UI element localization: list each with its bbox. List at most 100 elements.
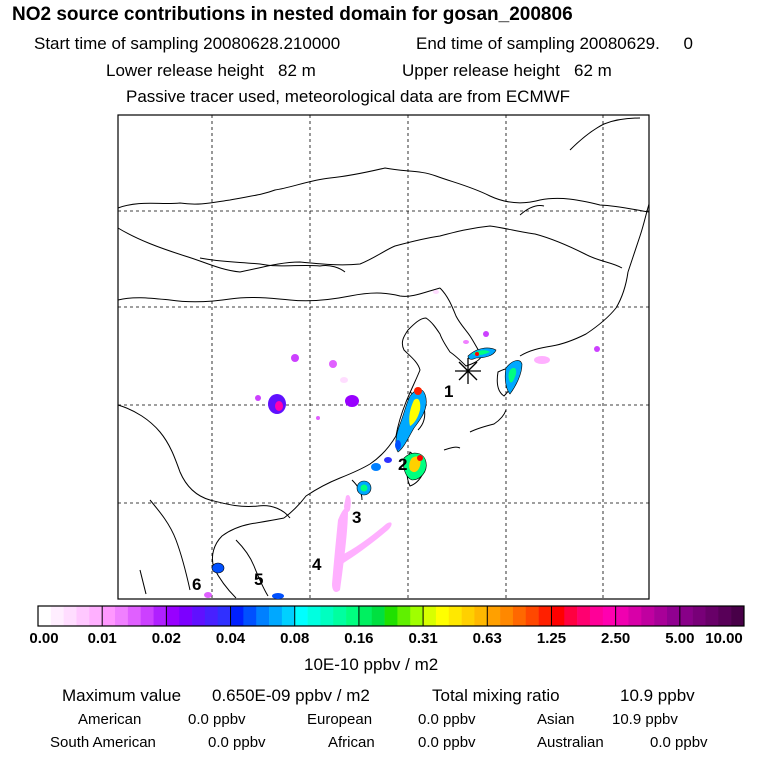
colorbar-swatch	[166, 606, 180, 626]
total-mixing-ratio-label: Total mixing ratio	[432, 686, 560, 705]
colorbar-swatch	[346, 606, 360, 626]
total-mixing-ratio-value: 10.9 ppbv	[620, 686, 695, 705]
colorbar-swatch	[281, 606, 296, 626]
region-name-american: American	[78, 711, 142, 728]
colorbar-swatch	[628, 606, 642, 626]
colorbar-swatch	[127, 606, 141, 626]
colorbar-swatch	[204, 606, 219, 626]
plume-blob	[433, 290, 439, 294]
plume-blob	[332, 508, 348, 592]
colorbar-swatch	[217, 606, 231, 626]
colorbar-swatch	[461, 606, 475, 626]
max-value: 0.650E-09 ppbv / m2	[212, 686, 370, 705]
colorbar-tick-label: 0.00	[29, 630, 59, 647]
plume-blob	[275, 401, 283, 411]
colorbar-swatch	[679, 606, 693, 626]
colorbar-tick-label: 1.25	[536, 630, 567, 647]
graticule	[118, 115, 649, 599]
region-value-african: 0.0 ppbv	[418, 734, 476, 751]
plume-blob	[272, 593, 284, 599]
colorbar-tick-label: 10.00	[705, 630, 743, 647]
region-label: 2	[398, 455, 407, 474]
region-name-european: European	[307, 711, 373, 728]
colorbar-swatch	[500, 606, 514, 626]
colorbar-tick-label: 0.02	[151, 630, 181, 647]
colorbar-swatch	[307, 606, 321, 626]
colorbar-swatch	[538, 606, 552, 626]
colorbar-swatch	[76, 606, 90, 626]
colorbar-swatch	[89, 606, 103, 626]
plume-blob	[204, 592, 212, 598]
region-name-african: African	[328, 734, 375, 751]
region-name-south-american: South American	[50, 734, 156, 751]
colorbar-swatch	[371, 606, 385, 626]
colorbar-swatch	[423, 606, 437, 626]
start-time: Start time of sampling 20080628.210000	[34, 34, 341, 53]
colorbar-swatch	[179, 606, 193, 626]
region-value-european: 0.0 ppbv	[418, 711, 476, 728]
plume-blob	[345, 395, 359, 407]
plume-blob	[329, 360, 337, 368]
colorbar-swatch	[705, 606, 719, 626]
colorbar-swatch	[63, 606, 77, 626]
colorbar-swatch	[256, 606, 270, 626]
colorbar-swatch	[269, 606, 283, 626]
concentration-field	[204, 290, 600, 599]
colorbar-tick-label: 0.63	[472, 630, 502, 647]
colorbar-swatch	[577, 606, 591, 626]
plume-blob	[360, 484, 368, 492]
map-frame	[117, 114, 650, 600]
colorbar-swatch	[358, 606, 373, 626]
plume-blob	[371, 463, 381, 471]
colorbar-swatch	[333, 606, 347, 626]
colorbar-swatch	[487, 606, 501, 626]
colorbar-swatch	[474, 606, 488, 626]
plume-blob	[340, 522, 392, 564]
plume-blob	[255, 395, 261, 401]
end-time: End time of sampling 20080629. 0	[416, 34, 693, 53]
plume-blob	[409, 398, 421, 426]
colorbar-swatch	[641, 606, 655, 626]
region-label: 3	[352, 508, 361, 527]
colorbar-swatch	[525, 606, 539, 626]
colorbar-swatch	[38, 606, 52, 626]
colorbar-swatch	[512, 606, 527, 626]
colorbar-tick-label: 0.01	[87, 630, 117, 647]
plume-blob	[211, 562, 225, 574]
plume-blob	[395, 440, 401, 450]
colorbar-swatch	[153, 606, 167, 626]
region-name-asian: Asian	[537, 711, 575, 728]
colorbar-swatch	[666, 606, 681, 626]
colorbar-swatch	[294, 606, 308, 626]
plume-blob	[594, 346, 600, 352]
region-label: 5	[254, 570, 263, 589]
plume-blob	[417, 455, 423, 461]
colorbar-swatch	[615, 606, 629, 626]
colorbar-unit: 10E-10 ppbv / m2	[304, 655, 439, 674]
chart-title: NO2 source contributions in nested domai…	[12, 4, 573, 25]
colorbar-swatch	[140, 606, 154, 626]
plume-blob	[340, 377, 348, 383]
plume-blob	[534, 356, 550, 364]
plume-blob	[475, 352, 479, 356]
region-value-australian: 0.0 ppbv	[650, 734, 708, 751]
colorbar	[37, 605, 745, 627]
plume-blob	[508, 367, 517, 383]
colorbar-swatch	[115, 606, 129, 626]
colorbar-tick-label: 0.04	[215, 630, 246, 647]
colorbar-swatch	[230, 606, 244, 626]
colorbar-swatch	[320, 606, 334, 626]
colorbar-swatch	[692, 606, 706, 626]
region-label: 6	[192, 575, 201, 594]
colorbar-swatch	[435, 606, 450, 626]
colorbar-tick-label: 0.31	[408, 630, 438, 647]
plume-blob	[316, 416, 320, 420]
plume-blob	[409, 456, 421, 473]
region-label: 1	[444, 382, 453, 401]
receptor-marker	[455, 358, 481, 384]
colorbar-swatch	[718, 606, 732, 626]
colorbar-swatch	[397, 606, 411, 626]
colorbar-swatch	[50, 606, 64, 626]
colorbar-frame	[37, 605, 745, 627]
